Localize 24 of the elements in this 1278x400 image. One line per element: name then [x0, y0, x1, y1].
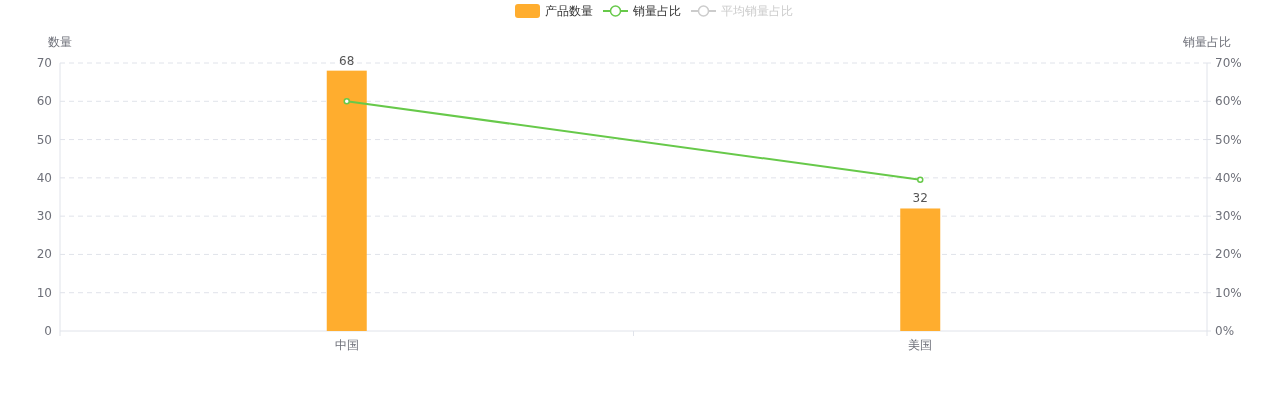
- y-tick-label: 50: [36, 132, 52, 147]
- y2-tick-label: 30%: [1215, 209, 1242, 224]
- y2-tick-label: 60%: [1215, 94, 1242, 109]
- data-label: 32: [912, 191, 928, 206]
- y2-tick-label: 40%: [1215, 170, 1242, 185]
- y-tick-label: 20: [36, 247, 52, 262]
- y-axis-title: 数量: [48, 35, 72, 49]
- legend-label: 销量占比: [632, 4, 681, 18]
- y-tick-label: 0: [44, 324, 52, 338]
- y2-tick-label: 70%: [1215, 56, 1242, 70]
- y2-tick-label: 50%: [1215, 132, 1242, 147]
- legend-label: 产品数量: [545, 4, 593, 18]
- x-tick-label: 美国: [908, 338, 933, 352]
- y2-axis-title: 销量占比: [1182, 35, 1231, 49]
- y-tick-label: 10: [36, 285, 52, 300]
- x-tick-label: 中国: [334, 338, 359, 352]
- y2-tick-label: 20%: [1215, 247, 1242, 262]
- y-tick-label: 70: [36, 56, 52, 70]
- y-tick-label: 30: [36, 209, 52, 224]
- y-tick-label: 60: [36, 94, 52, 109]
- data-label: 68: [339, 53, 355, 68]
- y2-tick-label: 10%: [1215, 285, 1242, 300]
- y-tick-label: 40: [36, 170, 52, 185]
- y2-tick-label: 0%: [1215, 324, 1235, 338]
